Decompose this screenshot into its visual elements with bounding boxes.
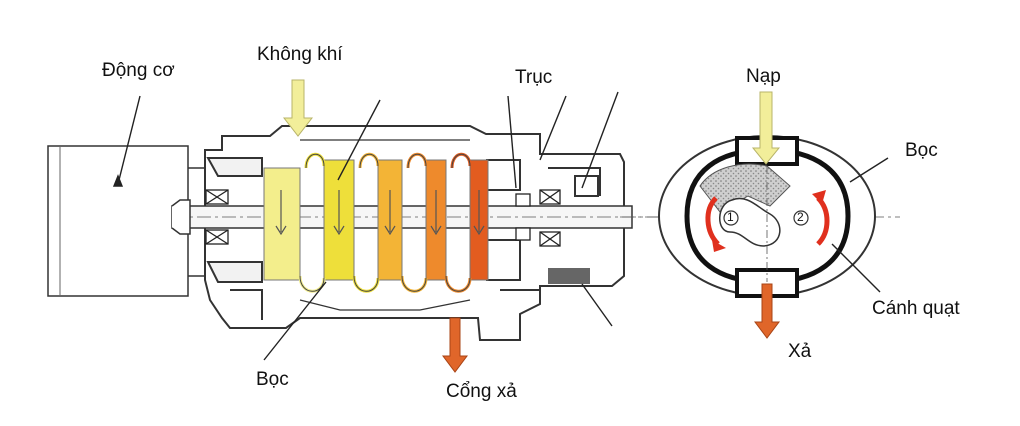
label-impeller: Cánh quạt (872, 298, 960, 319)
shaft (171, 199, 660, 235)
impeller-stages (263, 152, 489, 293)
intake-arrow (751, 91, 781, 165)
label-intake: Nạp (746, 66, 781, 87)
label-housing-bottom: Bọc (256, 369, 289, 390)
end-view (658, 135, 876, 298)
label-motor: Động cơ (102, 60, 175, 81)
rotor-number-2: 2 (797, 210, 804, 224)
rotor-lobe (719, 197, 781, 247)
rotor-number-1: 1 (727, 210, 734, 224)
stage-1 (263, 167, 301, 281)
motor-body (47, 145, 206, 297)
label-housing-right: Bọc (905, 140, 938, 161)
label-exhaust: Xả (788, 341, 812, 362)
leader-lines (112, 91, 889, 361)
label-exhaust-port: Cổng xả (446, 381, 517, 402)
exhaust-arrow (754, 283, 780, 339)
exhaust-port-arrow (442, 317, 468, 373)
bearing-right (515, 189, 561, 247)
label-air: Không khí (257, 44, 343, 65)
compressor-casing (204, 125, 625, 341)
air-inlet-arrow (282, 79, 314, 137)
label-shaft: Trục (515, 67, 553, 88)
seal-block (548, 268, 590, 284)
bearing-left (205, 189, 229, 245)
